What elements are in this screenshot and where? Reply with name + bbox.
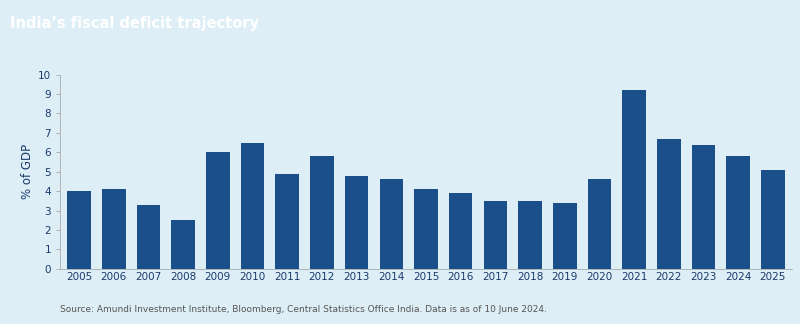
Bar [206, 152, 230, 269]
Y-axis label: % of GDP: % of GDP [21, 144, 34, 199]
Bar [241, 143, 264, 269]
Bar [67, 191, 91, 269]
Bar [171, 220, 195, 269]
Bar [761, 170, 785, 269]
Bar [414, 189, 438, 269]
Bar [483, 201, 507, 269]
Bar [518, 201, 542, 269]
Bar [622, 90, 646, 269]
Bar [102, 189, 126, 269]
Text: India’s fiscal deficit trajectory: India’s fiscal deficit trajectory [10, 16, 258, 31]
Bar [588, 179, 611, 269]
Bar [726, 156, 750, 269]
Text: Source: Amundi Investment Institute, Bloomberg, Central Statistics Office India.: Source: Amundi Investment Institute, Blo… [60, 305, 547, 314]
Bar [275, 174, 299, 269]
Bar [310, 156, 334, 269]
Bar [379, 179, 403, 269]
Bar [692, 145, 715, 269]
Bar [553, 203, 577, 269]
Bar [345, 176, 369, 269]
Bar [137, 205, 160, 269]
Bar [657, 139, 681, 269]
Bar [449, 193, 473, 269]
